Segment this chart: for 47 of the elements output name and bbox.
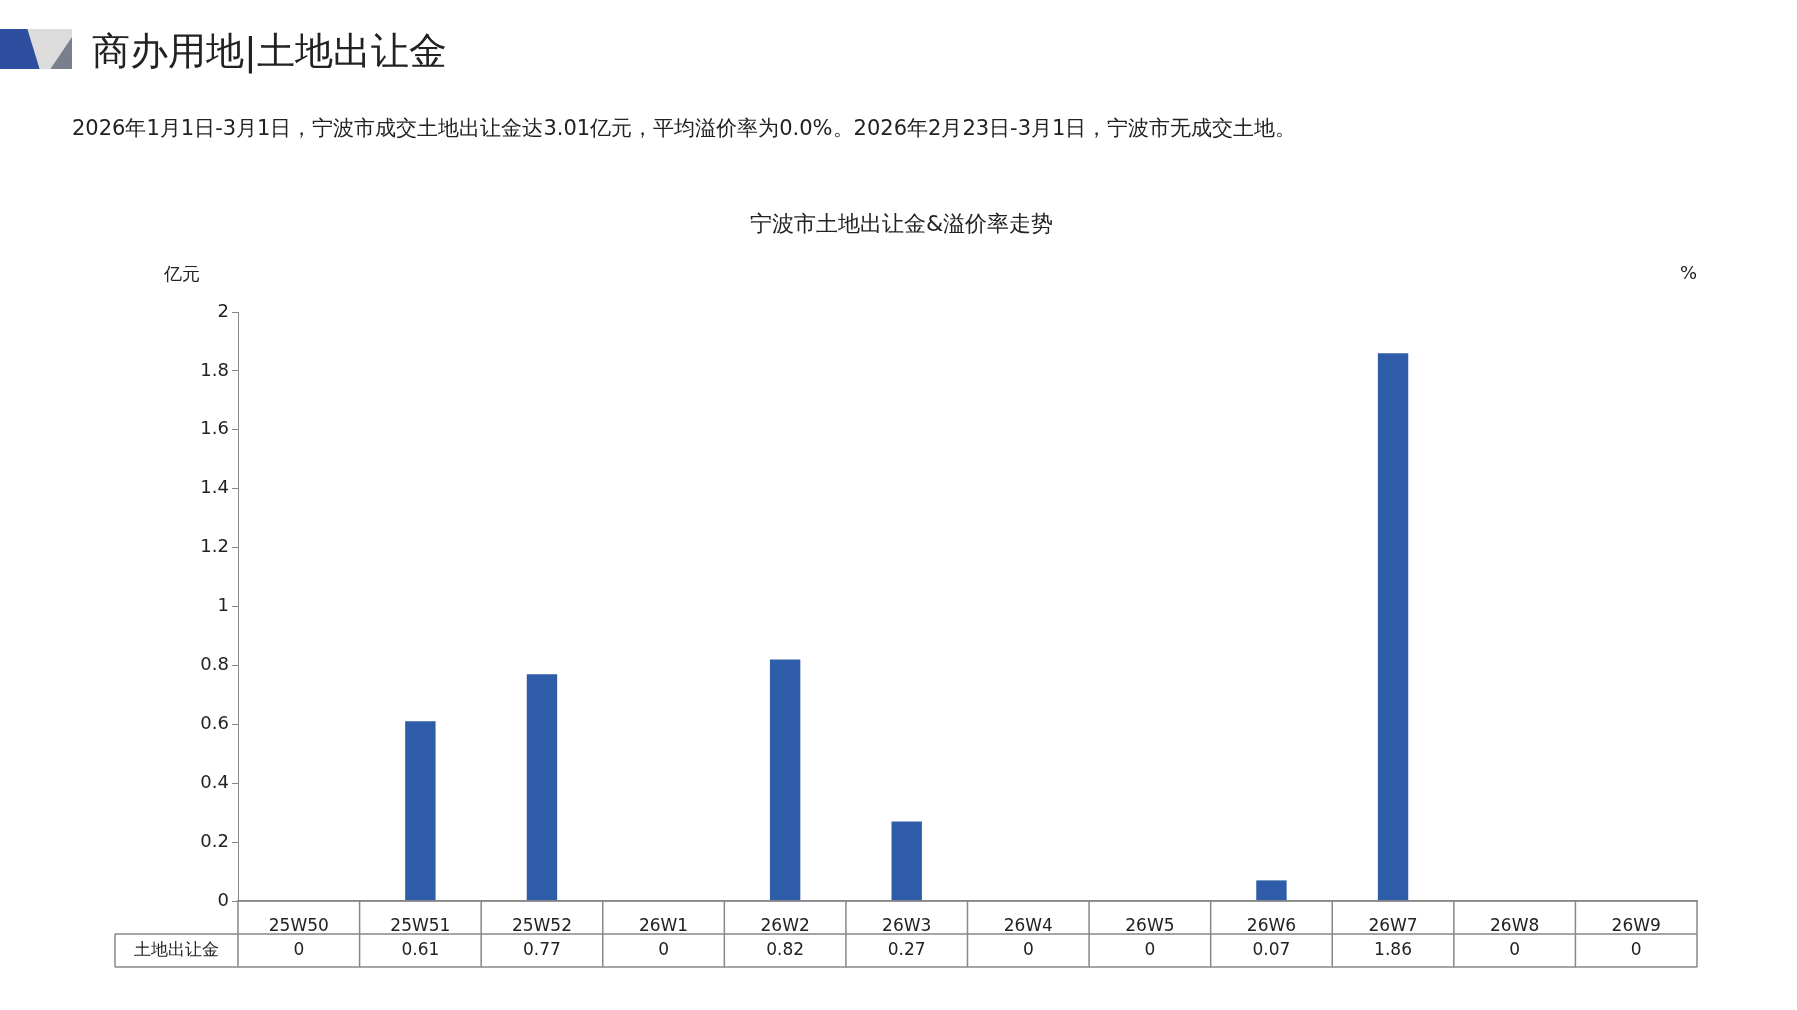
- bar: [891, 821, 922, 901]
- y-tick-label: 0.6: [200, 711, 229, 733]
- x-tick-label: 25W52: [511, 914, 572, 935]
- y2-axis-title: %: [1680, 262, 1698, 283]
- data-label: 0: [293, 938, 305, 959]
- x-tick-label: 26W7: [1368, 914, 1418, 935]
- y-tick-label: 1: [217, 594, 229, 616]
- x-tick-label: 25W51: [390, 914, 451, 935]
- bar: [405, 721, 436, 901]
- data-label: 0: [658, 938, 669, 959]
- bar: [1256, 880, 1287, 901]
- x-tick-label: 26W3: [882, 914, 932, 935]
- x-tick-label: 26W4: [1003, 914, 1053, 935]
- x-tick-label: 25W50: [268, 914, 329, 935]
- data-label: 0.07: [1252, 938, 1291, 959]
- data-label: 0: [1509, 938, 1521, 959]
- x-tick-label: 26W6: [1246, 914, 1297, 935]
- y-tick-label: 0.4: [200, 770, 229, 792]
- chart-title: 宁波市土地出让金&溢价率走势: [748, 210, 1055, 238]
- bar: [1377, 353, 1409, 901]
- x-tick-label: 26W9: [1611, 914, 1661, 935]
- y-tick-label: 2: [217, 299, 229, 321]
- y-tick-label: 1.8: [200, 358, 229, 380]
- data-label: 1.86: [1374, 938, 1412, 959]
- y-tick-label: 1.2: [200, 535, 229, 557]
- data-label: 0.82: [766, 938, 805, 959]
- data-label: 0.27: [887, 938, 926, 959]
- data-label: 0.77: [523, 938, 561, 959]
- text: 2026年1月1日-3月1日，宁波市成交土地出让金达3.01亿元，平均溢价率为0.0%。2026年2月23日-3月1日，宁波市无成交土地。: [72, 115, 1297, 142]
- x-tick-label: 26W2: [760, 914, 810, 935]
- data-label: 0: [1630, 938, 1642, 959]
- y-tick-label: 0: [217, 888, 229, 910]
- y-tick-label: 0.2: [200, 829, 229, 851]
- y-tick-label: 1.6: [200, 417, 229, 439]
- x-tick-label: 26W8: [1489, 914, 1540, 935]
- y-tick-label: 1.4: [200, 476, 229, 498]
- data-label: 0: [1144, 938, 1156, 959]
- text: 土地出让金: [134, 938, 219, 959]
- x-tick-label: 26W1: [638, 914, 689, 935]
- x-tick-label: 26W5: [1125, 914, 1175, 935]
- bar: [769, 659, 801, 901]
- data-label: 0.61: [401, 938, 440, 959]
- y-axis-title: 亿元: [164, 262, 200, 286]
- bar: [526, 674, 558, 901]
- data-label: 0: [1022, 938, 1034, 959]
- y-tick-label: 0.8: [200, 653, 229, 675]
- chart-subtitle: 商办用地|土地出让金: [92, 28, 447, 76]
